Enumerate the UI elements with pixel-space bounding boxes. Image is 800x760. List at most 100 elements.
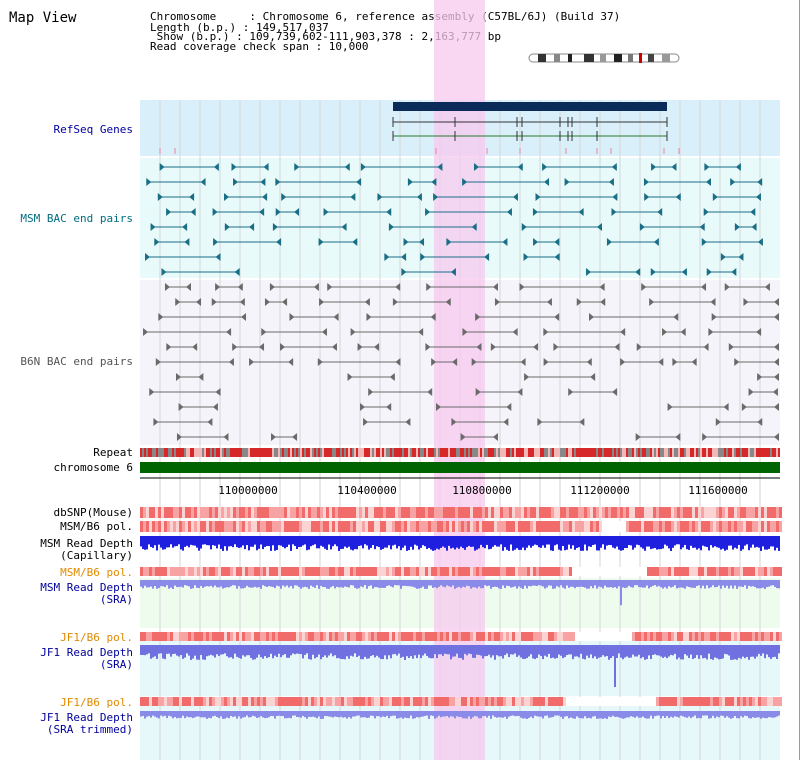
jf1-pol2-cell [776,697,779,706]
msm-pol-cell [470,521,473,532]
msm-sra-depth-bar [384,580,386,588]
msm-pol-cell [308,521,311,532]
jf1-sra-depth-bar [452,645,454,657]
msm-capillary-depth-bar [406,536,408,551]
msm-pol-cell [149,521,152,532]
jf1-sra-depth-bar [334,645,336,656]
b6n-bac-end-marker [192,343,198,351]
msm-capillary-depth-bar [432,536,434,551]
jf1-sra-depth-bar [602,645,604,656]
track-label-msm-bac[interactable]: MSM BAC end pairs [20,212,133,225]
msm-pol2-cell [470,567,473,576]
repeat-segment [444,448,446,457]
jf1-sra-depth-bar [206,645,208,657]
jf1-trim-depth-bar [182,711,184,716]
track-label-jf1-pol-2[interactable]: JF1/B6 pol. [60,696,133,709]
msm-pol-cell [380,521,383,532]
track-label-dbsnp[interactable]: dbSNP(Mouse) [53,506,133,519]
jf1-trim-depth-bar [578,711,580,718]
msm-capillary-depth-bar [722,536,724,549]
jf1-sra-depth-bar [162,645,164,659]
msm-sra-depth-bar [140,580,142,587]
jf1-pol-cell [275,632,278,641]
msm-pol-cell [692,521,695,532]
b6n-bac-end-marker [327,283,333,291]
repeat-segment [684,448,686,457]
track-label-msm-pol-2[interactable]: MSM/B6 pol. [60,566,133,579]
msm-sra-depth-bar [278,580,280,587]
jf1-trim-depth-bar [724,711,726,718]
msm-pol2-cell [581,567,584,576]
track-label-jf1-depth-trim[interactable]: JF1 Read Depth [40,711,133,724]
msm-sra-depth-bar [492,580,494,588]
jf1-sra-depth-bar [168,645,170,654]
jf1-sra-depth-bar [632,645,634,655]
msm-bac-end-marker [612,193,618,201]
jf1-sra-depth-bar [646,645,648,660]
msm-capillary-depth-bar [772,536,774,547]
jf1-pol-cell [161,632,164,641]
jf1-sra-depth-bar [550,645,552,659]
track-label-msm-depth-sra[interactable]: MSM Read Depth [40,581,133,594]
msm-capillary-depth-bar [254,536,256,545]
jf1-trim-depth-bar [558,711,560,716]
msm-capillary-depth-bar [742,536,744,550]
msm-sra-depth-bar [164,580,166,588]
msm-pol2-cell [329,567,332,576]
jf1-trim-depth-bar [576,711,578,717]
track-label-jf1-depth-sra[interactable]: JF1 Read Depth [40,646,133,659]
chromosome-ideogram[interactable] [528,52,682,64]
jf1-trim-depth-bar [540,711,542,717]
jf1-pol2-cell [503,697,506,706]
jf1-trim-depth-bar [404,711,406,718]
jf1-sra-depth-bar [628,645,630,658]
msm-bac-end-marker [360,163,366,171]
dbsnp-cell [167,507,170,518]
b6n-bac-end-marker [554,313,560,321]
msm-pol-cell [455,521,458,532]
msm-pol-cell [506,521,509,532]
jf1-pol2-cell [164,697,167,706]
track-label-jf1-pol-1[interactable]: JF1/B6 pol. [60,631,133,644]
jf1-pol-cell [689,632,692,641]
jf1-sra-depth-bar [416,645,418,659]
track-label-refseq-genes[interactable]: RefSeq Genes [53,123,133,136]
repeat-segment [620,448,622,457]
repeat-segment [268,448,270,457]
track-label-repeat[interactable]: Repeat [93,446,133,459]
jf1-sra-depth-bar [380,645,382,660]
dbsnp-cell [476,507,479,518]
msm-pol2-cell [419,567,422,576]
track-label-b6n-bac[interactable]: B6N BAC end pairs [20,355,133,368]
msm-sra-depth-bar [606,580,608,588]
jf1-sra-depth-bar [592,645,594,659]
dbsnp-cell [356,507,359,518]
track-label-chromosome[interactable]: chromosome 6 [53,461,133,474]
b6n-bac-end-marker [331,343,337,351]
jf1-pol2-cell [350,697,353,706]
msm-pol-cell [206,521,209,532]
repeat-segment [574,448,576,457]
jf1-sra-depth-bar [470,645,472,655]
dbsnp-cell [149,507,152,518]
msm-pol2-cell [251,567,254,576]
msm-bac-end-marker [502,238,508,246]
msm-capillary-depth-bar [388,536,390,546]
jf1-pol-cell [236,632,239,641]
repeat-segment [476,448,478,457]
repeat-segment [490,448,492,457]
msm-pol2-cell [374,567,377,576]
dbsnp-cell [434,507,437,518]
dbsnp-cell [548,507,551,518]
track-label-msm-pol-1[interactable]: MSM/B6 pol. [60,520,133,533]
b6n-bac-end-marker [155,358,161,366]
msm-pol-cell [473,521,476,532]
b6n-bac-end-marker [774,373,779,381]
track-label-msm-depth-cap[interactable]: MSM Read Depth [40,537,133,550]
jf1-pol2-cell [419,697,422,706]
b6n-bac-end-marker [186,283,192,291]
jf1-sra-depth-bar [234,645,236,654]
dbsnp-cell [314,507,317,518]
dbsnp-cell [773,507,776,518]
